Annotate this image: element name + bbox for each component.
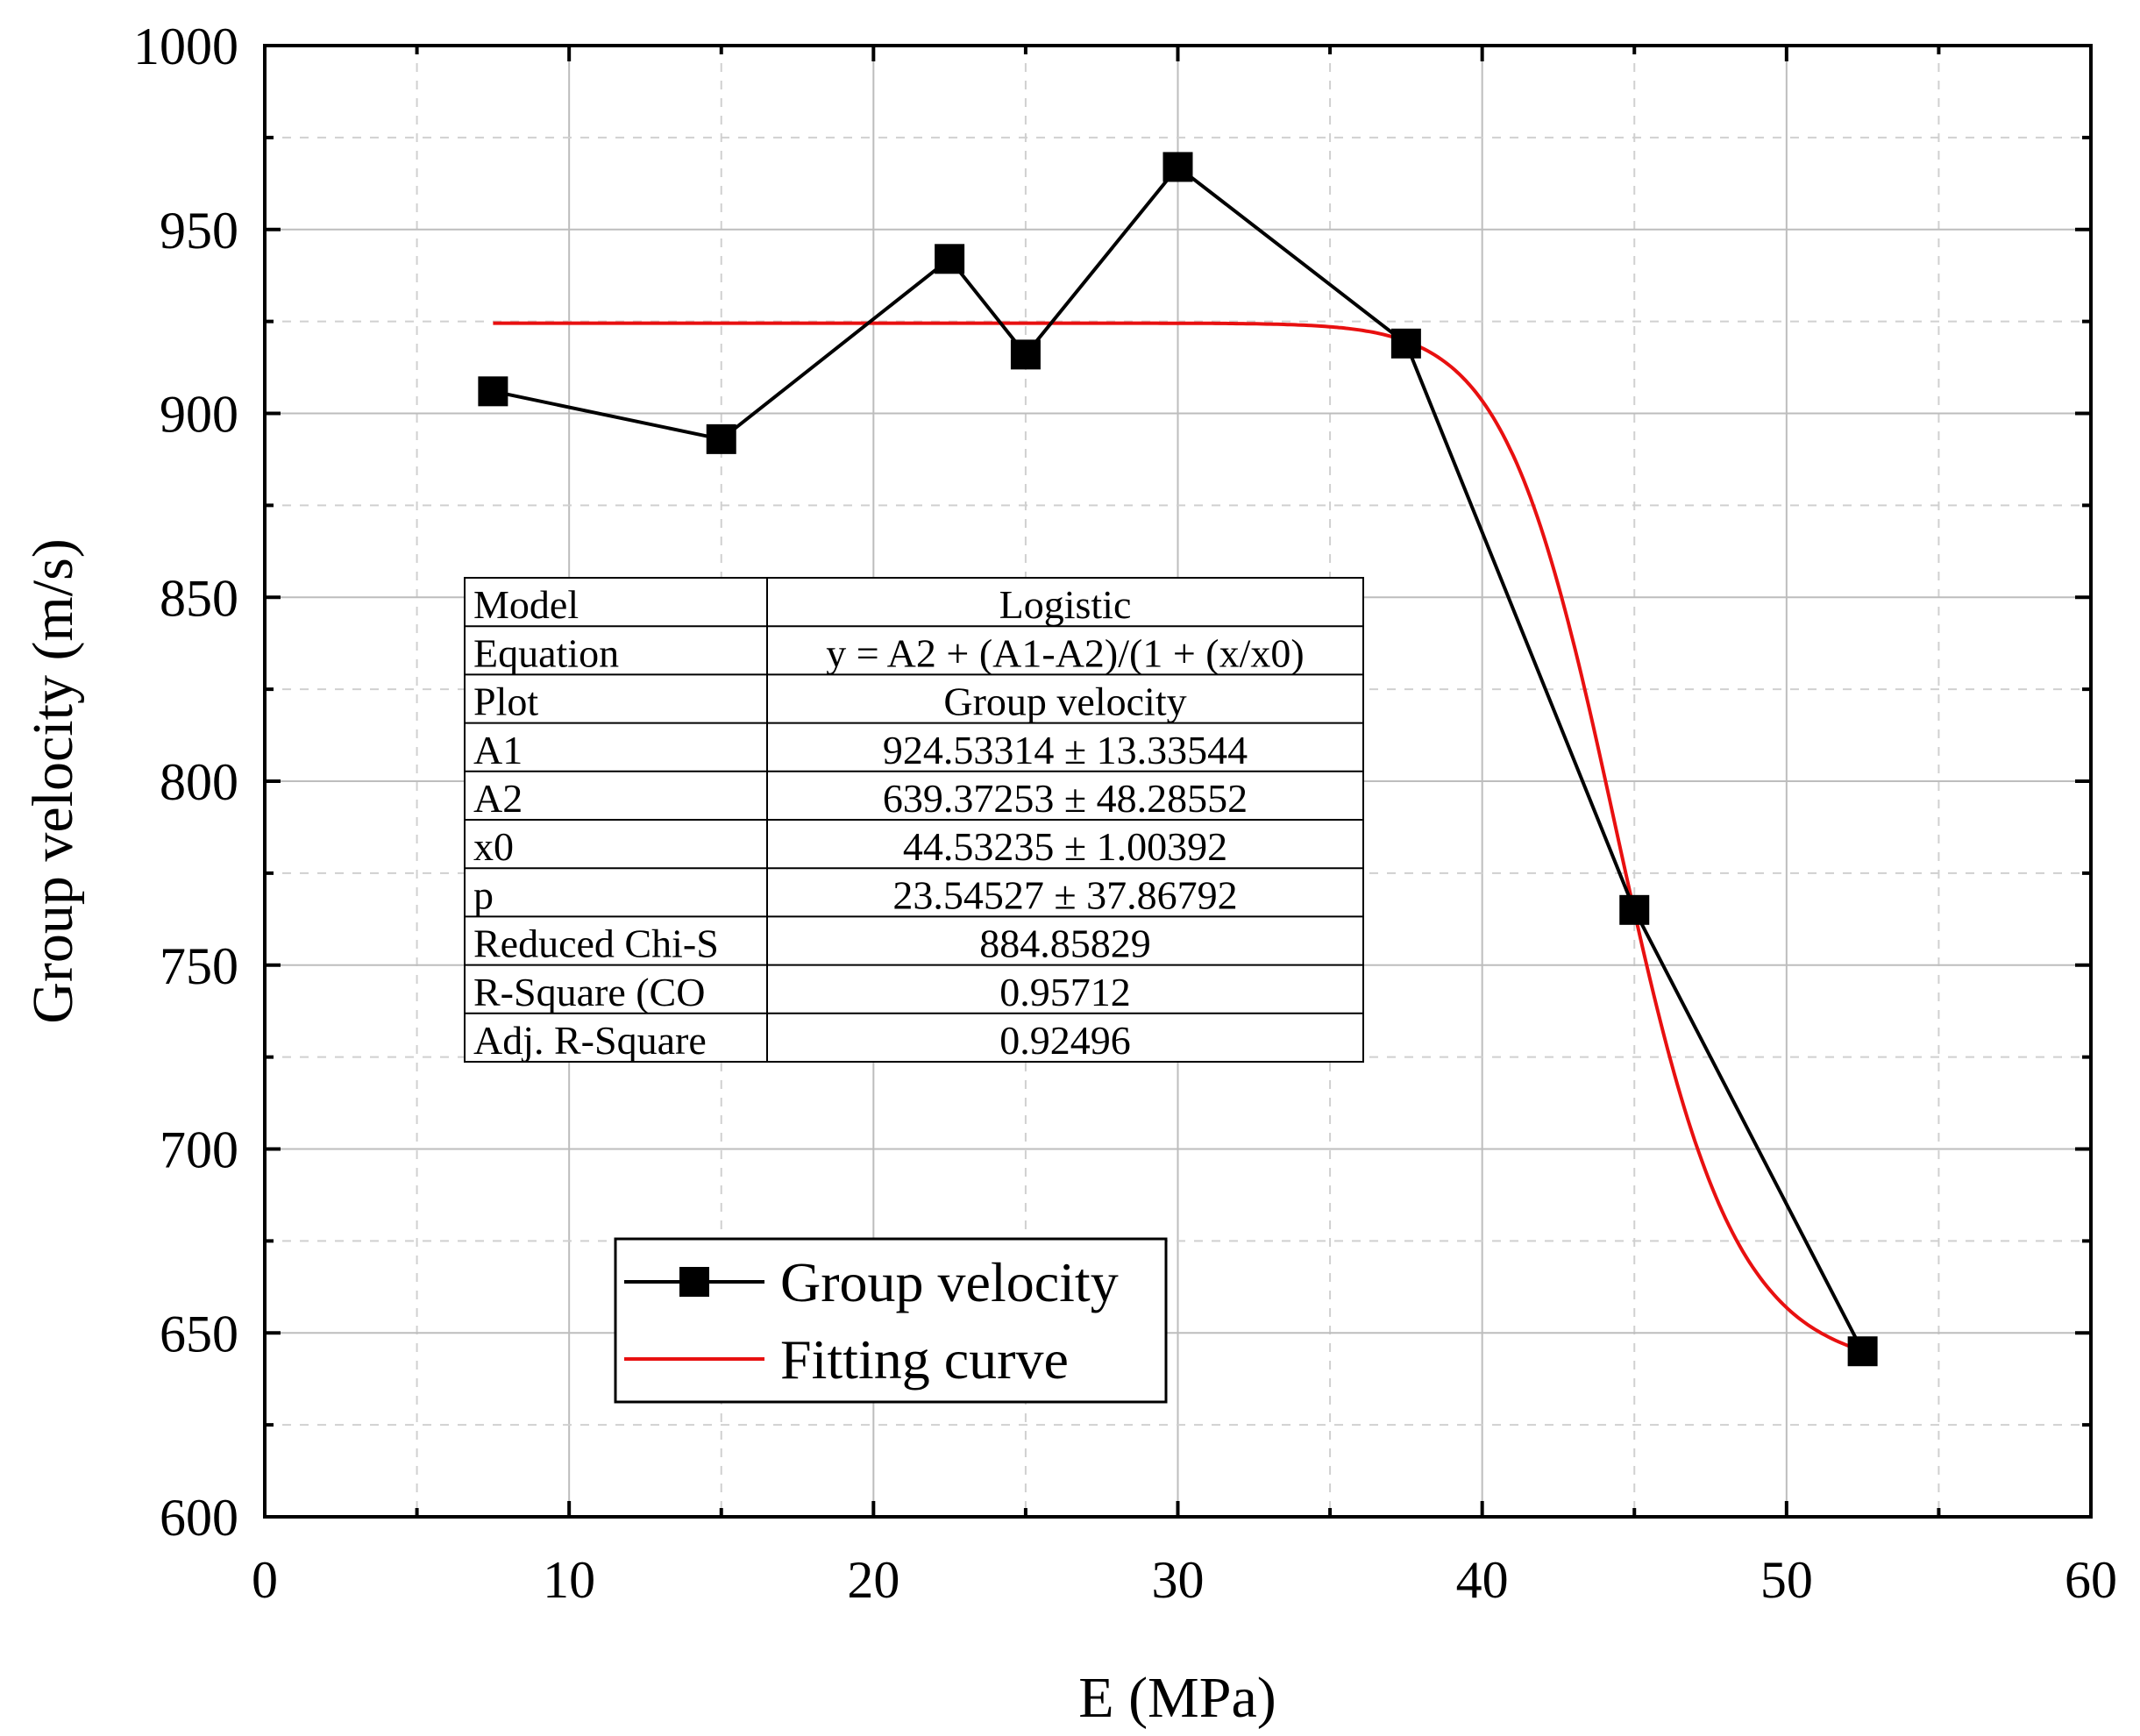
fit-table-value: Logistic bbox=[999, 582, 1132, 627]
x-tick-label: 60 bbox=[2065, 1551, 2117, 1609]
legend-group-velocity-label: Group velocity bbox=[780, 1251, 1119, 1313]
fit-table: Model Logistic Equation y = A2 + (A1-A2)/(1… bbox=[464, 577, 1364, 1063]
fit-table-value: 884.85829 bbox=[979, 921, 1151, 966]
y-tick-label: 600 bbox=[160, 1489, 238, 1547]
group-velocity-marker bbox=[935, 244, 965, 274]
fit-table-value: 639.37253 ± 48.28552 bbox=[883, 776, 1248, 821]
group-velocity-marker bbox=[1847, 1336, 1878, 1367]
legend-fitting-curve-label: Fitting curve bbox=[780, 1328, 1069, 1391]
group-velocity-marker bbox=[1010, 339, 1041, 370]
axis-ticks: 0 10 20 30 40 50 60 600 650 700 750 800 850 900 950 100… bbox=[133, 18, 2117, 1609]
fit-table-key: p bbox=[473, 872, 494, 917]
x-axis-title: E (MPa) bbox=[1078, 1666, 1276, 1730]
x-tick-label: 50 bbox=[1760, 1551, 1813, 1609]
legend-box bbox=[614, 1237, 1168, 1404]
y-tick-label: 950 bbox=[160, 202, 238, 260]
fit-table-key: Equation bbox=[473, 630, 619, 675]
y-tick-label: 900 bbox=[160, 386, 238, 444]
y-tick-label: 700 bbox=[160, 1121, 238, 1179]
x-tick-label: 40 bbox=[1456, 1551, 1509, 1609]
y-axis-title: Group velocity (m/s) bbox=[21, 538, 85, 1024]
fit-table-value: 0.95712 bbox=[999, 970, 1131, 1014]
fit-table-key: Reduced Chi-S bbox=[473, 921, 719, 966]
fit-table-value: 924.53314 ± 13.33544 bbox=[883, 728, 1248, 772]
y-tick-label: 1000 bbox=[133, 18, 238, 75]
fit-table-key: A2 bbox=[473, 776, 523, 821]
series-area bbox=[478, 152, 1878, 1367]
x-tick-label: 10 bbox=[543, 1551, 595, 1609]
y-tick-label: 800 bbox=[160, 753, 238, 811]
group-velocity-marker bbox=[1390, 328, 1421, 359]
group-velocity-marker bbox=[706, 423, 736, 454]
x-tick-label: 30 bbox=[1152, 1551, 1205, 1609]
fit-table-key: Plot bbox=[473, 679, 538, 724]
y-tick-label: 750 bbox=[160, 937, 238, 995]
fit-table-value: Group velocity bbox=[943, 679, 1186, 724]
fit-table-key: Model bbox=[473, 582, 579, 627]
fit-table-key: R-Square (CO bbox=[473, 970, 705, 1014]
group-velocity-marker bbox=[1619, 894, 1650, 925]
fit-table-key: Adj. R-Square bbox=[473, 1018, 707, 1063]
fit-table-value: y = A2 + (A1-A2)/(1 + (x/x0) bbox=[826, 630, 1304, 675]
y-tick-label: 850 bbox=[160, 569, 238, 627]
fit-table-key: A1 bbox=[473, 728, 523, 772]
fit-table-key: x0 bbox=[473, 824, 514, 869]
y-tick-label: 650 bbox=[160, 1305, 238, 1362]
plot-frame bbox=[263, 44, 2093, 1519]
fit-table-value: 23.54527 ± 37.86792 bbox=[892, 872, 1237, 917]
x-tick-label: 0 bbox=[252, 1551, 278, 1609]
legend: Group velocity Fitting curve bbox=[614, 1237, 1168, 1404]
group-velocity-marker bbox=[1162, 152, 1193, 182]
group-velocity-marker bbox=[478, 376, 508, 407]
fit-table-value: 44.53235 ± 1.00392 bbox=[903, 824, 1227, 869]
fit-table-value: 0.92496 bbox=[999, 1018, 1131, 1063]
legend-group-velocity-marker bbox=[679, 1267, 709, 1297]
group-velocity-line bbox=[492, 164, 1865, 1353]
x-tick-label: 20 bbox=[847, 1551, 899, 1609]
